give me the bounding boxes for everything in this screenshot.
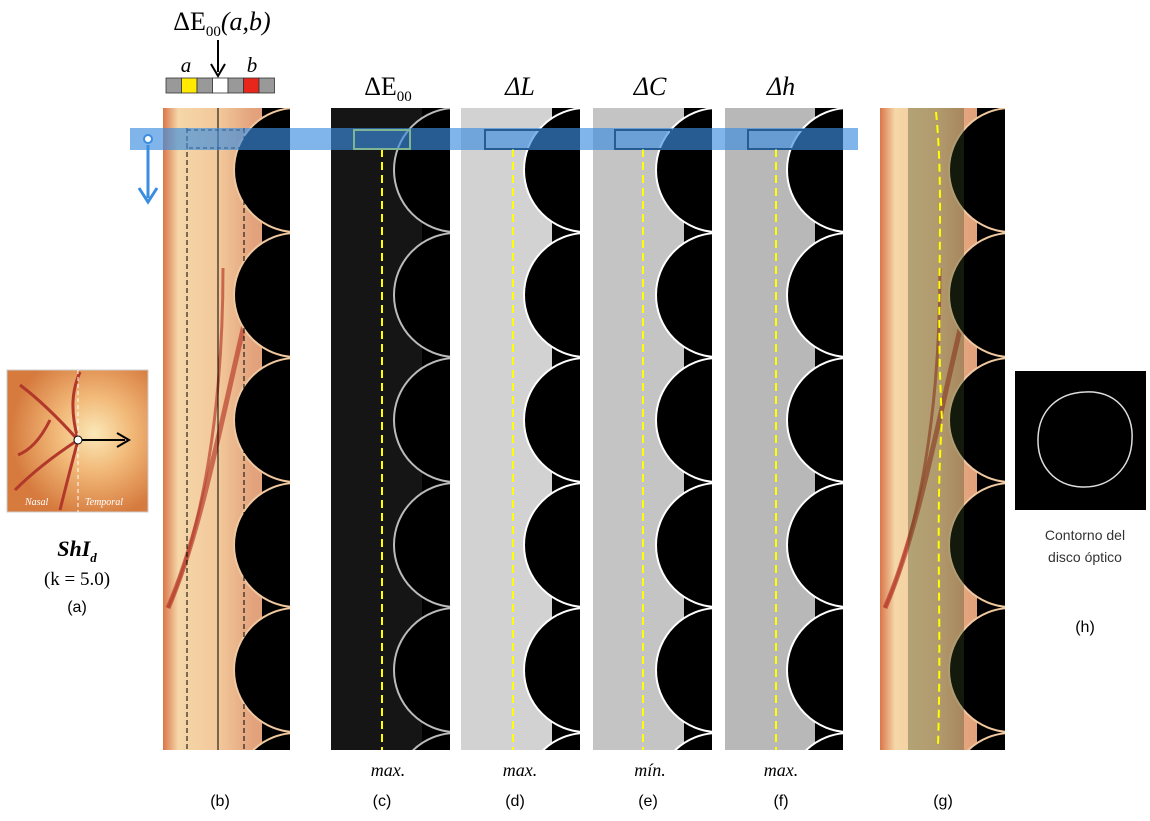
- scallop: [233, 482, 290, 608]
- panel-label: (c): [373, 793, 392, 810]
- scallop: [541, 732, 580, 750]
- scallop: [786, 357, 843, 483]
- title: ΔE: [364, 72, 397, 101]
- swatch: [165, 77, 182, 94]
- swatch: [181, 77, 198, 94]
- scallop: [655, 232, 712, 358]
- scan-arrowhead: [137, 187, 159, 205]
- strip: [880, 108, 1005, 750]
- arrowhead: [116, 432, 131, 448]
- swatch: [212, 77, 229, 94]
- center: [73, 435, 83, 445]
- title-sub: 00: [397, 89, 412, 105]
- caption: disco óptico: [1048, 549, 1122, 565]
- scallop: [411, 732, 450, 750]
- scallop: [948, 607, 1005, 733]
- scallop: [523, 357, 580, 483]
- scallop: [786, 482, 843, 608]
- panel-label: (f): [773, 793, 788, 810]
- vessels: [13, 371, 82, 511]
- swatch-label: b: [247, 53, 258, 77]
- panel-label: (b): [210, 793, 230, 810]
- scallop: [393, 482, 450, 608]
- scallop: [233, 357, 290, 483]
- strip: [593, 108, 712, 750]
- scallop: [804, 732, 843, 750]
- scan-band: [130, 128, 858, 150]
- scan-point: [143, 134, 153, 144]
- panel-label: (g): [933, 793, 953, 810]
- scallop: [673, 732, 712, 750]
- title: ΔC: [633, 72, 667, 101]
- panel-label: (e): [638, 793, 658, 810]
- overlay: [908, 108, 964, 750]
- strip: [163, 108, 290, 750]
- scallop: [655, 482, 712, 608]
- scallop: [948, 357, 1005, 483]
- nasal: Nasal: [24, 497, 49, 508]
- strip: [461, 108, 580, 750]
- scallop: [233, 607, 290, 733]
- scallop: [655, 357, 712, 483]
- trace: [935, 111, 944, 746]
- thumbnail-name: ShId: [57, 536, 97, 565]
- scallop: [948, 482, 1005, 608]
- swatch: [258, 77, 275, 94]
- arrowhead: [210, 63, 226, 78]
- scallop: [523, 482, 580, 608]
- thumbnail-param: (k = 5.0): [44, 569, 110, 590]
- scallop: [948, 232, 1005, 358]
- note: max.: [764, 760, 799, 780]
- formula: ΔE00(a,b): [173, 7, 270, 40]
- swatch-label: a: [181, 53, 192, 77]
- scallop: [948, 108, 1005, 233]
- scallop: [523, 607, 580, 733]
- panel-label: (a): [67, 599, 87, 616]
- scallop: [393, 232, 450, 358]
- note: max.: [371, 760, 406, 780]
- scallop: [233, 232, 290, 358]
- panel-label: (h): [1075, 619, 1095, 636]
- column-title: ΔC: [633, 72, 667, 101]
- swatch: [227, 77, 244, 94]
- scallop: [966, 732, 1005, 750]
- swatches: [165, 77, 275, 94]
- scallop: [786, 232, 843, 358]
- column-title: ΔE00: [364, 72, 412, 105]
- title: ΔL: [504, 72, 535, 101]
- temporal: Temporal: [85, 497, 123, 508]
- swatch: [243, 77, 260, 94]
- scallop: [251, 732, 290, 750]
- column-title: ΔL: [504, 72, 535, 101]
- scallop: [523, 232, 580, 358]
- strip: [331, 108, 450, 750]
- panel-label: (d): [505, 793, 525, 810]
- scallop: [393, 357, 450, 483]
- scallop: [786, 607, 843, 733]
- title: Δh: [766, 72, 795, 101]
- strip: [725, 108, 843, 750]
- note: mín.: [634, 760, 666, 780]
- note: max.: [503, 760, 538, 780]
- caption: Contorno del: [1045, 527, 1125, 543]
- contour: [1037, 391, 1133, 488]
- scallop: [393, 607, 450, 733]
- labels: ΔE00 max. ΔL max. ΔC mín. Δh max. (a) (b) (c) (d) (e…: [67, 72, 1095, 810]
- column-title: Δh: [766, 72, 795, 101]
- strips: [163, 108, 1005, 750]
- scallop: [655, 607, 712, 733]
- swatch: [196, 77, 213, 94]
- vessel: [166, 267, 225, 609]
